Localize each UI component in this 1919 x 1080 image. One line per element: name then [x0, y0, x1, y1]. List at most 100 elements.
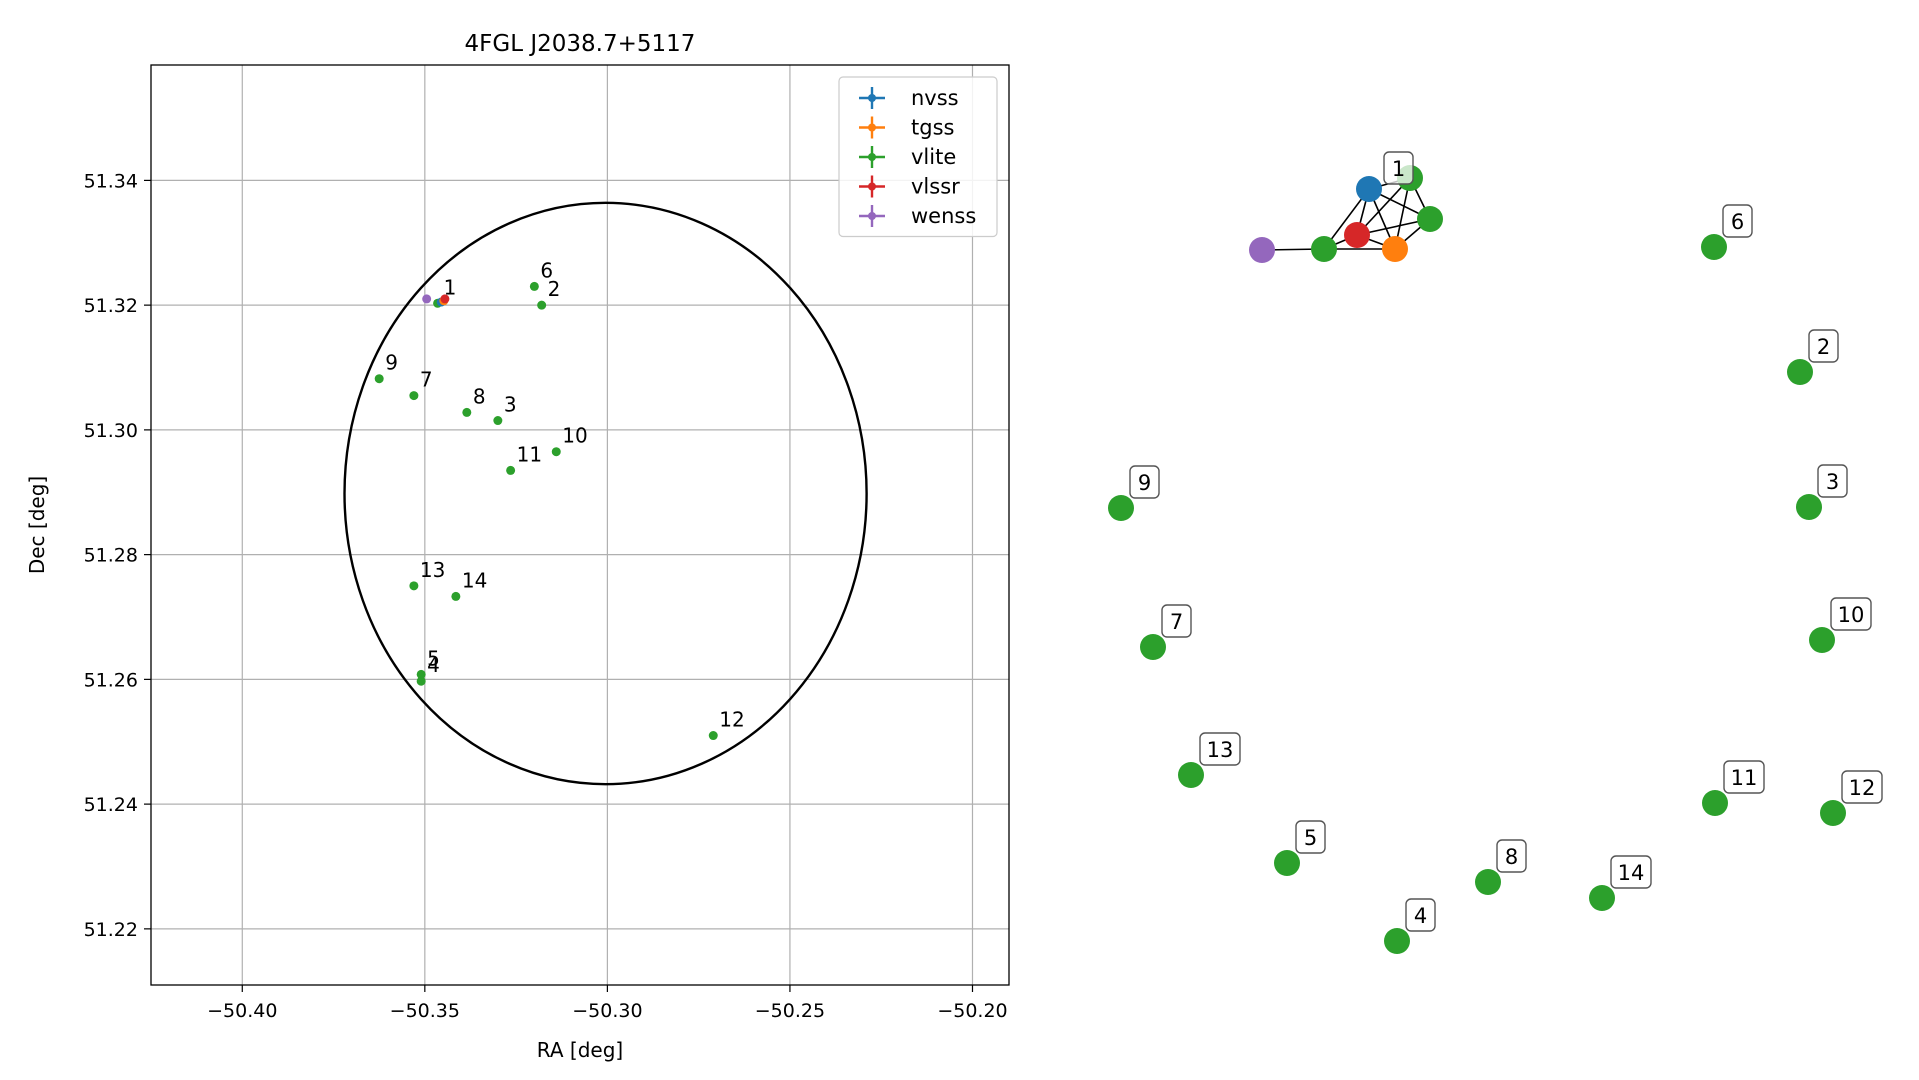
legend-box — [838, 76, 998, 238]
x-tick-label: −50.30 — [572, 1000, 642, 1022]
network-label: 8 — [1505, 845, 1518, 869]
x-axis-label: RA [deg] — [537, 1038, 623, 1062]
x-tick-label: −50.40 — [207, 1000, 277, 1022]
network-label-box — [1723, 760, 1765, 794]
network-label-box — [1817, 464, 1848, 498]
data-point-vlite — [374, 374, 384, 384]
network-label-box — [1841, 770, 1883, 804]
y-axis-label: Dec [deg] — [25, 476, 49, 574]
network-label-box — [1295, 820, 1326, 854]
network-node — [1820, 800, 1846, 826]
point-label: 3 — [504, 393, 517, 417]
network-node — [1787, 359, 1813, 385]
network-node — [1589, 885, 1615, 911]
network-node — [1809, 627, 1835, 653]
data-point-vlite — [416, 669, 426, 679]
network-label-box — [1722, 204, 1753, 238]
point-label: 10 — [562, 424, 587, 448]
point-label: 12 — [719, 708, 744, 732]
point-label: 4 — [427, 653, 440, 677]
point-label: 5 — [427, 646, 440, 670]
network-label: 12 — [1849, 776, 1876, 800]
point-label: 11 — [517, 442, 542, 466]
y-tick-label: 51.26 — [84, 669, 138, 691]
network-label: 1 — [1392, 157, 1405, 181]
point-label: 13 — [420, 558, 445, 582]
y-tick-label: 51.22 — [84, 919, 138, 941]
point-label: 1 — [444, 275, 457, 299]
legend: nvss tgss vlite vlssr wenss — [838, 76, 998, 238]
x-tick-label: −50.20 — [937, 1000, 1007, 1022]
data-point-vlite — [409, 581, 419, 591]
network-node — [1274, 850, 1300, 876]
data-point-wenss — [422, 294, 432, 304]
network-label: 13 — [1207, 738, 1234, 762]
network-node — [1382, 236, 1408, 262]
data-point-vlssr — [440, 294, 450, 304]
network-node — [1356, 176, 1382, 202]
point-label: 14 — [462, 568, 487, 592]
network-node — [1702, 790, 1728, 816]
y-tick-label: 51.30 — [84, 420, 138, 442]
legend-label-vlssr: vlssr — [911, 175, 960, 199]
point-label: 8 — [473, 384, 486, 408]
network-label: 7 — [1170, 610, 1183, 634]
y-tick-label: 51.28 — [84, 545, 138, 567]
data-point-vlite — [506, 465, 516, 475]
network-label: 11 — [1731, 766, 1758, 790]
legend-label-nvss: nvss — [911, 86, 959, 110]
ellipse-outline — [343, 201, 868, 786]
plot-frame — [150, 64, 1010, 986]
network-label-box — [1496, 839, 1527, 873]
legend-marker — [868, 153, 876, 161]
data-point-vlite — [708, 731, 718, 741]
network-label: 3 — [1826, 470, 1839, 494]
network-node — [1108, 495, 1134, 521]
grid — [151, 65, 1009, 985]
chart-title: 4FGL J2038.7+5117 — [465, 31, 696, 57]
x-tick-label: −50.25 — [755, 1000, 825, 1022]
legend-marker — [868, 212, 876, 220]
network-node — [1701, 234, 1727, 260]
network-label: 4 — [1414, 904, 1427, 928]
data-point-vlite — [493, 416, 503, 426]
network-label-box — [1610, 855, 1652, 889]
network-label-box — [1161, 604, 1192, 638]
network-nodes — [1108, 165, 1846, 954]
network-label: 10 — [1838, 603, 1865, 627]
network-label-box — [1129, 465, 1160, 499]
data-point-vlite — [451, 591, 461, 601]
point-label: 2 — [548, 277, 561, 301]
y-tick-label: 51.32 — [84, 295, 138, 317]
network-node — [1249, 237, 1275, 263]
legend-label-tgss: tgss — [911, 116, 954, 140]
legend-marker — [868, 182, 876, 191]
network-node — [1475, 869, 1501, 895]
data-point-vlite — [529, 281, 539, 291]
network-label-box — [1405, 898, 1436, 932]
point-label: 6 — [540, 258, 553, 282]
network-node — [1796, 494, 1822, 520]
network-label: 2 — [1817, 335, 1830, 359]
network-label: 6 — [1731, 210, 1744, 234]
network-label: 14 — [1618, 861, 1645, 885]
data-point-vlite — [462, 407, 472, 417]
network-node — [1417, 206, 1443, 232]
legend-marker — [868, 94, 876, 102]
axis-ticks: −50.40 −50.35 −50.30 −50.25 −50.20 51.22 51.24… — [84, 170, 1008, 1022]
network-node — [1140, 634, 1166, 660]
network-node — [1344, 222, 1370, 248]
network-label: 9 — [1138, 471, 1151, 495]
data-point-vlite — [416, 676, 426, 686]
network-node — [1384, 928, 1410, 954]
network-node — [1178, 762, 1204, 788]
x-tick-label: −50.35 — [390, 1000, 460, 1022]
legend-label-wenss: wenss — [911, 204, 976, 228]
network-node — [1311, 236, 1337, 262]
network-label-box — [1383, 151, 1414, 185]
